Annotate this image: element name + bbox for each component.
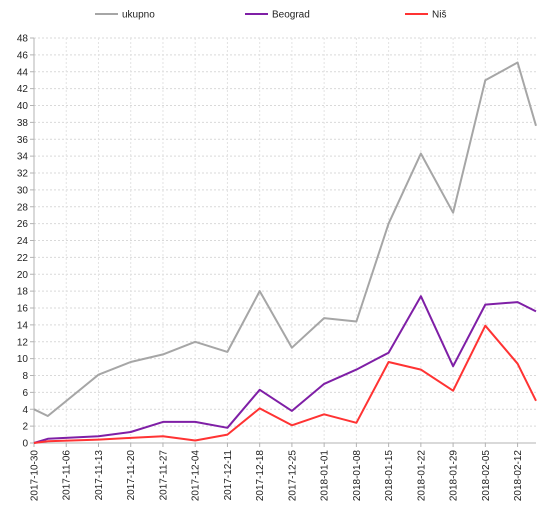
y-tick-label: 26 xyxy=(17,219,29,230)
y-tick-label: 40 xyxy=(17,101,29,112)
x-tick-label: 2017-11-20 xyxy=(126,450,137,501)
x-tick-label: 2017-12-25 xyxy=(287,450,298,502)
y-tick-label: 48 xyxy=(17,34,29,45)
legend-item-beograd: Beograd xyxy=(245,10,310,21)
grid xyxy=(33,37,536,444)
series-lines xyxy=(33,61,537,444)
x-tick-label: 2018-01-22 xyxy=(416,450,427,502)
y-tick-label: 2 xyxy=(22,422,28,433)
y-tick-label: 34 xyxy=(17,152,29,163)
x-tick-label: 2017-12-04 xyxy=(191,450,202,502)
x-tick-label: 2018-01-01 xyxy=(320,450,331,502)
series-line-beograd xyxy=(33,295,537,444)
legend-item-ukupno: ukupno xyxy=(95,10,155,21)
y-tick-label: 38 xyxy=(17,118,29,129)
x-tick-label: 2017-11-27 xyxy=(158,450,169,501)
x-tick-label: 2017-11-06 xyxy=(62,450,73,501)
y-tick-label: 4 xyxy=(22,405,28,416)
series-line-nis xyxy=(33,324,537,444)
series-line-ukupno xyxy=(33,61,537,417)
y-tick-label: 18 xyxy=(17,287,29,298)
y-tick-label: 46 xyxy=(17,50,29,61)
y-tick-label: 32 xyxy=(17,169,29,180)
y-tick-label: 20 xyxy=(17,270,29,281)
y-tick-label: 14 xyxy=(17,320,29,331)
y-tick-label: 36 xyxy=(17,135,29,146)
legend-label-beograd: Beograd xyxy=(272,10,310,21)
legend-label-ukupno: ukupno xyxy=(122,10,155,21)
x-tick-label: 2017-12-18 xyxy=(255,450,266,502)
y-tick-label: 12 xyxy=(17,337,29,348)
x-tick-label: 2018-02-05 xyxy=(481,450,492,502)
y-tick-label: 30 xyxy=(17,185,29,196)
y-tick-label: 16 xyxy=(17,304,29,315)
x-tick-label: 2017-10-30 xyxy=(30,450,41,502)
x-tick-label: 2018-01-08 xyxy=(352,450,363,502)
y-tick-label: 24 xyxy=(17,236,29,247)
y-axis: 0246810121416182022242628303234363840424… xyxy=(17,34,35,450)
y-tick-label: 44 xyxy=(17,67,29,78)
x-tick-label: 2017-11-13 xyxy=(94,450,105,501)
y-tick-label: 42 xyxy=(17,84,29,95)
x-tick-label: 2018-01-15 xyxy=(384,450,395,502)
y-tick-label: 8 xyxy=(22,371,28,382)
y-tick-label: 0 xyxy=(22,439,28,450)
legend: ukupno Beograd Niš xyxy=(95,10,446,21)
y-tick-label: 6 xyxy=(22,388,28,399)
x-tick-label: 2017-12-11 xyxy=(223,450,234,501)
legend-item-nis: Niš xyxy=(405,10,446,21)
legend-label-nis: Niš xyxy=(432,10,446,21)
x-axis: 2017-10-30 2017-11-06 2017-11-13 2017-11-20… xyxy=(30,442,536,502)
y-tick-label: 22 xyxy=(17,253,29,264)
y-tick-label: 28 xyxy=(17,202,29,213)
x-tick-label: 2018-01-29 xyxy=(449,450,460,502)
x-tick-label: 2018-02-12 xyxy=(513,450,524,502)
y-tick-label: 10 xyxy=(17,354,29,365)
